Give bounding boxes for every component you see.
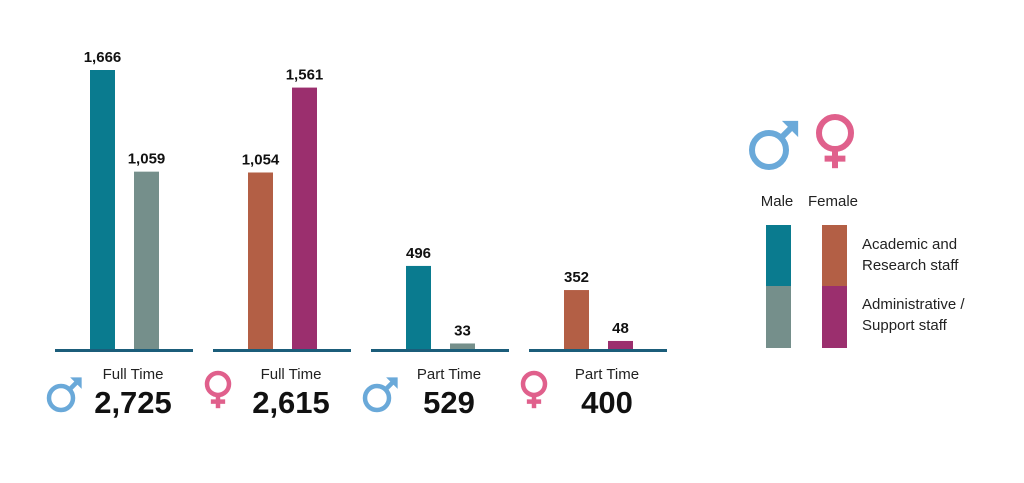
male-icon bbox=[362, 377, 398, 413]
legend-swatch-male-academic bbox=[766, 225, 791, 286]
group-total: 529 bbox=[423, 385, 475, 420]
legend-academic-label: Academic and Research staff bbox=[862, 236, 959, 274]
group-label: Full Time bbox=[261, 366, 322, 383]
group-baseline bbox=[371, 349, 509, 352]
bar-value-label: 1,054 bbox=[242, 151, 280, 168]
bar bbox=[608, 340, 633, 349]
group-baseline bbox=[55, 349, 193, 352]
group-baseline bbox=[213, 349, 351, 352]
bar bbox=[564, 290, 589, 349]
bar bbox=[134, 171, 159, 349]
female-icon bbox=[816, 114, 854, 169]
bar-value-label: 1,561 bbox=[286, 67, 324, 84]
legend-admin-label: Administrative / Support staff bbox=[862, 296, 965, 334]
group-label: Full Time bbox=[103, 366, 164, 383]
bar-value-label: 352 bbox=[564, 269, 589, 286]
group-total: 400 bbox=[581, 385, 633, 420]
bar-value-label: 48 bbox=[612, 320, 629, 337]
bar bbox=[90, 70, 115, 349]
bar bbox=[406, 265, 431, 349]
bar-value-label: 496 bbox=[406, 245, 431, 262]
bar bbox=[248, 172, 273, 349]
legend-swatch-male-admin bbox=[766, 286, 791, 348]
legend-swatch-female-admin bbox=[822, 286, 847, 348]
bar-value-label: 33 bbox=[454, 322, 471, 339]
group-baseline bbox=[529, 349, 667, 352]
group-label: Part Time bbox=[417, 366, 481, 383]
group-label: Part Time bbox=[575, 366, 639, 383]
legend-swatch-female-academic bbox=[822, 225, 847, 286]
bar bbox=[450, 343, 475, 349]
bar bbox=[292, 87, 317, 349]
legend-male-label: Male bbox=[761, 193, 794, 210]
male-icon bbox=[749, 120, 799, 170]
female-icon bbox=[204, 370, 232, 409]
group-total: 2,725 bbox=[94, 385, 172, 420]
male-icon bbox=[46, 377, 82, 413]
legend-female-label: Female bbox=[808, 193, 858, 210]
bar-value-label: 1,059 bbox=[128, 151, 166, 168]
bar-value-label: 1,666 bbox=[84, 49, 122, 66]
group-total: 2,615 bbox=[252, 385, 330, 420]
female-icon bbox=[520, 370, 548, 409]
